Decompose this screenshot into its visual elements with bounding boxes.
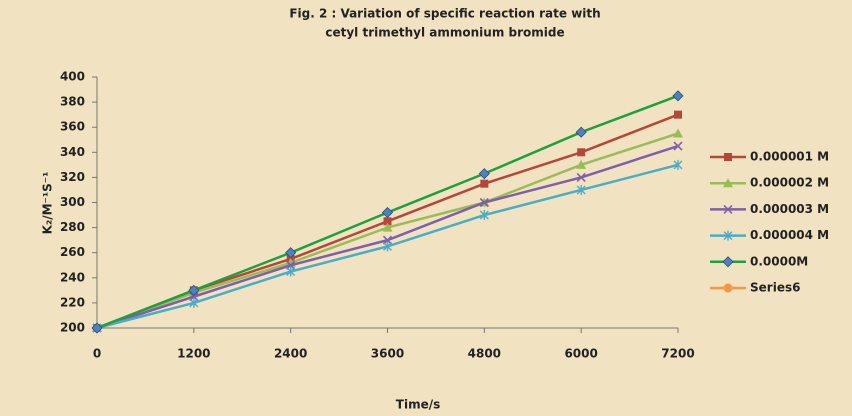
- marker: [577, 148, 586, 157]
- marker: [382, 222, 393, 232]
- legend-marker: [723, 283, 733, 293]
- legend-label: 0.000001 M: [750, 150, 829, 164]
- y-tick-label: 240: [60, 270, 85, 284]
- x-tick-label: 0: [93, 347, 101, 361]
- marker: [383, 241, 392, 252]
- x-tick-label: 7200: [661, 347, 694, 361]
- legend-label: 0.000003 M: [750, 202, 829, 216]
- y-tick-label: 260: [60, 245, 85, 259]
- legend-marker: [724, 153, 732, 161]
- legend-marker: [723, 204, 733, 214]
- x-tick-label: 6000: [564, 347, 597, 361]
- y-tick-label: 400: [60, 70, 85, 84]
- legend-label: 0.000004 M: [750, 228, 829, 242]
- y-tick-label: 220: [60, 295, 85, 309]
- legend-label: 0.0000M: [750, 254, 808, 268]
- x-tick-label: 3600: [371, 347, 404, 361]
- marker: [673, 128, 683, 138]
- y-tick-label: 360: [60, 120, 85, 134]
- marker: [189, 297, 199, 308]
- marker: [286, 266, 296, 277]
- y-tick-label: 380: [60, 95, 85, 109]
- marker: [673, 159, 683, 170]
- x-axis-title: Time/s: [396, 398, 440, 412]
- legend-marker: [722, 256, 734, 268]
- marker: [672, 90, 684, 102]
- legend-marker: [723, 230, 733, 241]
- y-tick-label: 340: [60, 145, 85, 159]
- y-axis-title: K₂/M⁻¹S⁻¹: [41, 172, 55, 235]
- chart-title: cetyl trimethyl ammonium bromide: [325, 26, 564, 40]
- x-tick-label: 1200: [177, 347, 210, 361]
- marker: [673, 141, 683, 151]
- y-tick-label: 200: [60, 321, 85, 335]
- marker: [381, 206, 394, 219]
- y-tick-label: 320: [60, 170, 85, 184]
- marker: [674, 110, 682, 119]
- marker: [285, 247, 297, 259]
- marker: [576, 184, 586, 195]
- legend-label: 0.000002 M: [750, 176, 829, 190]
- marker: [480, 179, 489, 188]
- marker: [478, 168, 490, 180]
- marker: [479, 210, 489, 221]
- chart-title: Fig. 2 : Variation of specific reaction …: [289, 7, 600, 21]
- x-tick-label: 2400: [274, 347, 307, 361]
- marker: [576, 159, 587, 169]
- legend-label: Series6: [750, 281, 800, 295]
- marker: [188, 284, 200, 296]
- legend-marker: [723, 178, 733, 188]
- marker: [91, 322, 103, 334]
- y-tick-label: 280: [60, 220, 85, 234]
- marker: [576, 172, 586, 182]
- marker: [575, 126, 587, 138]
- marker: [383, 217, 392, 226]
- y-tick-label: 300: [60, 195, 85, 209]
- marker: [479, 197, 489, 208]
- x-tick-label: 4800: [468, 347, 501, 361]
